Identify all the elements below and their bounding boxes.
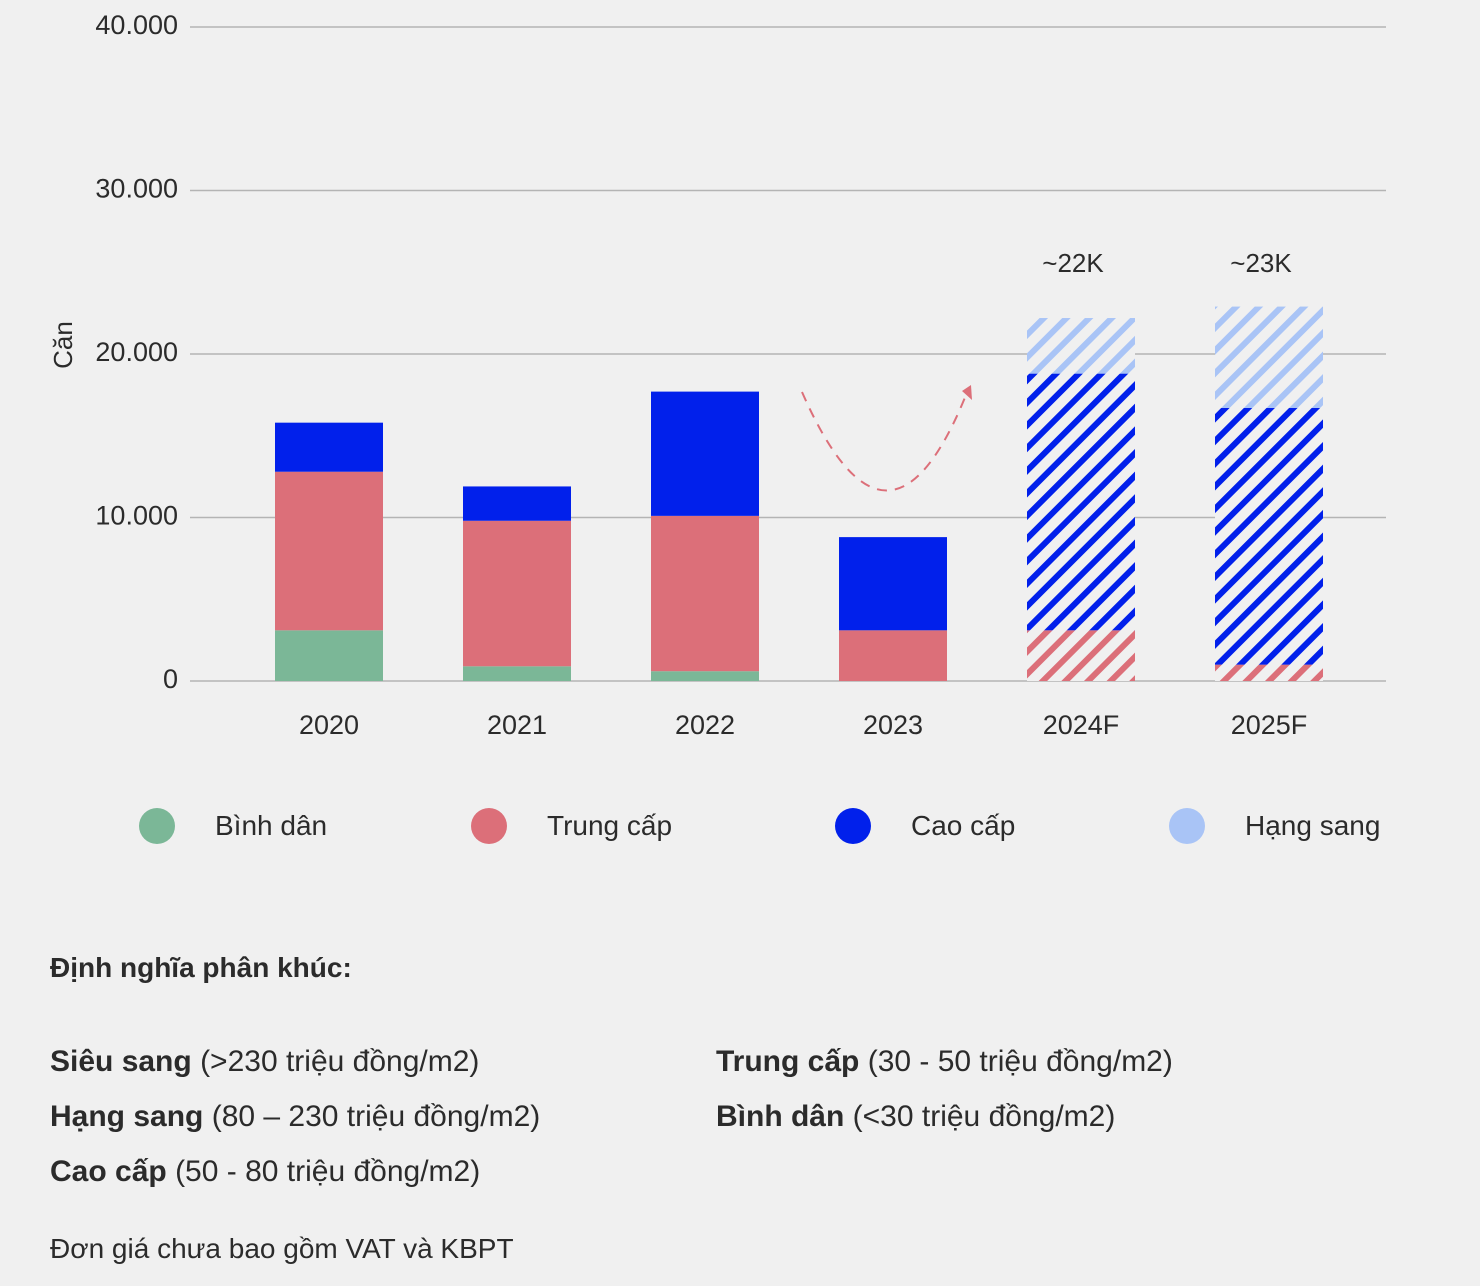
bar-segment: [651, 391, 759, 516]
definition-cao-cap: Cao cấp (50 - 80 triệu đồng/m2): [50, 1155, 480, 1189]
definition-hang-sang: Hạng sang (80 – 230 triệu đồng/m2): [50, 1100, 540, 1134]
legend-label: Bình dân: [215, 810, 328, 841]
bar-segment: [463, 666, 571, 681]
definition-range: (>230 triệu đồng/m2): [200, 1045, 480, 1078]
legend-swatch: [1169, 808, 1205, 844]
bar-segment: [463, 486, 571, 521]
definition-sieu-sang: Siêu sang (>230 triệu đồng/m2): [50, 1045, 479, 1079]
legend-swatch: [835, 808, 871, 844]
x-tick-label: 2025F: [1231, 710, 1308, 740]
chart-legend: Bình dân Trung cấp Cao cấp Hạng sang: [0, 804, 1480, 848]
bars: [275, 306, 1323, 681]
definition-range: (50 - 80 triệu đồng/m2): [175, 1155, 481, 1188]
legend-swatch: [471, 808, 507, 844]
legend-item-trung-cap: Trung cấp: [471, 804, 672, 848]
definition-name: Bình dân: [716, 1100, 845, 1133]
definition-trung-cap: Trung cấp (30 - 50 triệu đồng/m2): [716, 1045, 1173, 1079]
bar-segment: [1027, 630, 1135, 681]
legend-item-binh-dan: Bình dân: [139, 804, 327, 848]
definition-binh-dan: Bình dân (<30 triệu đồng/m2): [716, 1100, 1115, 1134]
x-tick-label: 2021: [487, 710, 547, 740]
annotations: ~22K ~23K: [1042, 248, 1292, 278]
bar-segment: [275, 471, 383, 631]
y-tick-label: 40.000: [95, 10, 178, 40]
y-axis-label: Căn: [48, 321, 78, 369]
legend-label: Cao cấp: [911, 810, 1016, 841]
legend-item-hang-sang: Hạng sang: [1169, 804, 1380, 848]
total-annotation: ~22K: [1042, 248, 1104, 278]
bar-segment: [839, 537, 947, 631]
definition-name: Trung cấp: [716, 1045, 860, 1078]
trend-arrow: [801, 389, 969, 492]
bar-segment: [275, 422, 383, 472]
legend-label: Trung cấp: [547, 810, 673, 841]
y-tick-label: 10.000: [95, 501, 178, 531]
y-tick-label: 0: [163, 664, 178, 694]
x-tick-label: 2024F: [1043, 710, 1120, 740]
definition-name: Siêu sang: [50, 1045, 192, 1078]
trend-arrow-head: [962, 385, 972, 400]
bar-segment: [275, 630, 383, 681]
bar-segment: [651, 515, 759, 672]
bar-segment: [1027, 373, 1135, 631]
bar-segment: [839, 630, 947, 681]
bar-segment: [1215, 407, 1323, 665]
total-annotation: ~23K: [1230, 248, 1292, 278]
definition-name: Hạng sang: [50, 1100, 204, 1133]
bar-segment: [651, 671, 759, 681]
legend-label: Hạng sang: [1245, 810, 1381, 841]
gridlines: [190, 26, 1386, 682]
x-axis-ticks: 2020 2021 2022 2023 2024F 2025F: [299, 710, 1307, 740]
bar-segment: [463, 520, 571, 667]
y-tick-label: 20.000: [95, 337, 178, 367]
definition-range: (<30 triệu đồng/m2): [852, 1100, 1116, 1133]
y-axis-ticks: 0 10.000 20.000 30.000 40.000: [95, 10, 178, 694]
legend-swatch: [139, 808, 175, 844]
legend-item-cao-cap: Cao cấp: [835, 804, 1015, 848]
x-tick-label: 2020: [299, 710, 359, 740]
x-tick-label: 2022: [675, 710, 735, 740]
definition-range: (30 - 50 triệu đồng/m2): [867, 1045, 1173, 1078]
bar-segment: [1027, 318, 1135, 374]
bar-segment: [1215, 306, 1323, 408]
price-note: Đơn giá chưa bao gồm VAT và KBPT: [50, 1233, 514, 1264]
definitions-title: Định nghĩa phân khúc:: [50, 952, 352, 983]
x-tick-label: 2023: [863, 710, 923, 740]
definition-name: Cao cấp: [50, 1155, 167, 1188]
y-tick-label: 30.000: [95, 174, 178, 204]
definition-range: (80 – 230 triệu đồng/m2): [211, 1100, 541, 1133]
bar-segment: [1215, 664, 1323, 681]
